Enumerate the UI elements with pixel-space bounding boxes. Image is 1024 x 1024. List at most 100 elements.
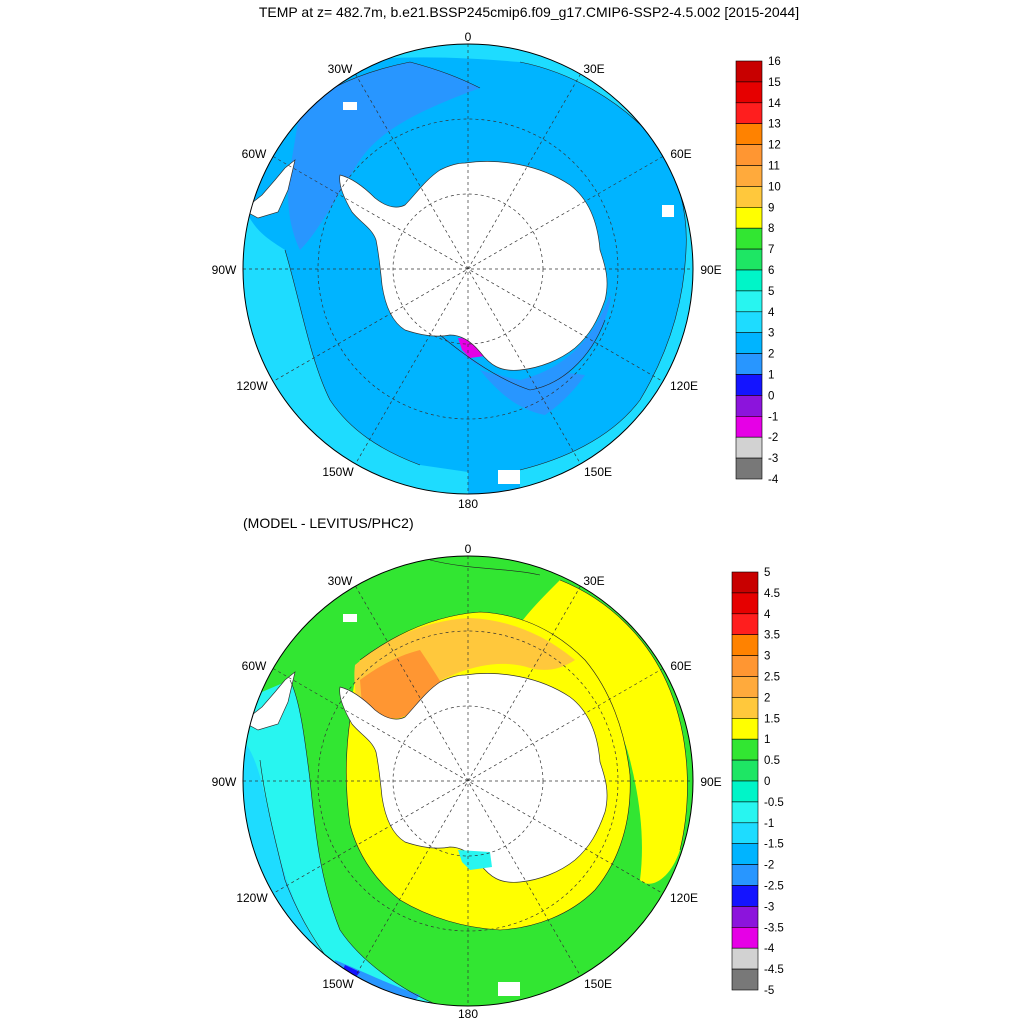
top-colorbar-swatch: [735, 290, 763, 313]
top-colorbar-label: 9: [768, 202, 774, 214]
bottom-colorbar-swatch: [731, 968, 759, 991]
top-colorbar-swatch: [735, 248, 763, 271]
bottom-graticule: [243, 556, 693, 1006]
bottom-colorbar-swatch: [731, 822, 759, 844]
top-colorbar-swatch: [735, 395, 763, 417]
bottom-colorbar-label: 5: [764, 567, 770, 579]
bottom-label-30w: 30W: [328, 574, 353, 588]
top-colorbar-label: 14: [768, 98, 781, 110]
top-island-sw: [498, 470, 520, 484]
bottom-label-90e: 90E: [700, 775, 721, 789]
bottom-colorbar-swatch: [731, 613, 759, 635]
top-colorbar-label: -1: [768, 411, 778, 423]
bottom-label-60w: 60W: [242, 659, 267, 673]
bottom-colorbar-label: 0: [764, 776, 770, 788]
bottom-colorbar-swatch: [731, 864, 759, 886]
top-colorbar-label: -4: [768, 474, 779, 486]
bottom-colorbar-swatch: [731, 906, 759, 928]
bottom-colorbar-swatch: [731, 676, 759, 698]
top-colorbar-label: 16: [768, 56, 781, 68]
bottom-south-america: [243, 671, 296, 731]
top-polar-map: [243, 44, 693, 494]
bottom-colorbar-label: -2.5: [764, 881, 784, 893]
bottom-label-90w: 90W: [212, 775, 237, 789]
bottom-colorbar-label: -3.5: [764, 922, 784, 934]
bottom-polar-map: [243, 556, 693, 1006]
top-colorbar-label: 8: [768, 223, 774, 235]
bottom-colorbar-swatch: [731, 655, 759, 677]
bottom-colorbar-swatch: [731, 885, 759, 907]
top-colorbar-label: 0: [768, 390, 774, 402]
top-label-120e: 120E: [670, 379, 698, 393]
bottom-colorbar-label: -4.5: [764, 964, 784, 976]
top-south-america: [243, 159, 296, 219]
top-label-30e: 30E: [583, 62, 604, 76]
top-colorbar-label: 15: [768, 77, 781, 89]
top-colorbar-swatch: [735, 165, 763, 187]
top-colorbar-swatch: [735, 311, 763, 333]
top-label-150e: 150E: [584, 465, 612, 479]
top-colorbar-label: 5: [768, 286, 774, 298]
top-colorbar-swatch: [735, 123, 763, 145]
bottom-colorbar-swatch: [731, 571, 759, 594]
bottom-colorbar-label: -0.5: [764, 797, 784, 809]
bottom-map-title: (MODEL - LEVITUS/PHC2): [243, 515, 414, 531]
bottom-colorbar-label: -5: [764, 985, 774, 997]
bottom-colorbar-label: -1: [764, 818, 774, 830]
bottom-colorbar-label: 1.5: [764, 713, 780, 725]
top-shelf-deep: [480, 370, 585, 415]
top-island-e: [662, 205, 674, 217]
top-label-60e: 60E: [670, 147, 691, 161]
bottom-label-150w: 150W: [322, 977, 354, 991]
top-colorbar-swatch: [735, 207, 763, 229]
top-colorbar-label: 6: [768, 265, 774, 277]
bottom-island-nw: [343, 614, 357, 622]
bottom-colorbar-swatch: [731, 926, 759, 949]
bottom-island-sw: [498, 982, 520, 996]
top-colorbar-swatch: [735, 102, 763, 125]
top-colorbar-label: 1: [768, 370, 774, 382]
bottom-map-border: [242, 555, 694, 1007]
top-label-150w: 150W: [322, 465, 354, 479]
bottom-colorbar-label: 2: [764, 692, 770, 704]
bottom-colorbar-swatch: [731, 780, 759, 803]
top-label-90w: 90W: [212, 263, 237, 277]
top-colorbar-label: 2: [768, 349, 774, 361]
bottom-colorbar-swatch: [731, 717, 759, 740]
bottom-colorbar-label: -1.5: [764, 839, 784, 851]
top-label-0: 0: [465, 30, 472, 44]
bottom-colorbar-swatch: [731, 947, 759, 970]
top-colorbar-label: 12: [768, 140, 781, 152]
top-colorbar-swatch: [735, 353, 763, 375]
bottom-colorbar-swatch: [731, 759, 759, 782]
top-label-180: 180: [458, 497, 478, 511]
bottom-colorbar-label: 4: [764, 609, 771, 621]
top-colorbar-label: 3: [768, 328, 774, 340]
bottom-label-120e: 120E: [670, 891, 698, 905]
bottom-colorbar-label: 0.5: [764, 755, 780, 767]
top-colorbar-label: 7: [768, 244, 774, 256]
bottom-colorbar-label: 3.5: [764, 630, 780, 642]
top-colorbar-label: 13: [768, 119, 781, 131]
bottom-label-120w: 120W: [236, 891, 268, 905]
bottom-colorbar-swatch: [731, 697, 759, 719]
top-graticule: [243, 44, 693, 494]
top-colorbar-swatch: [735, 374, 763, 396]
bottom-label-0: 0: [465, 542, 472, 556]
bottom-label-30e: 30E: [583, 574, 604, 588]
top-colorbar-swatch: [735, 81, 763, 104]
top-label-120w: 120W: [236, 379, 268, 393]
top-colorbar-label: 4: [768, 307, 775, 319]
top-north-west-band: [288, 62, 480, 250]
bottom-colorbar-label: 4.5: [764, 588, 780, 600]
top-shelf-south: [440, 296, 611, 390]
bottom-colorbar-label: -4: [764, 943, 775, 955]
top-label-30w: 30W: [328, 62, 353, 76]
top-colorbar-label: 10: [768, 181, 781, 193]
top-island-nw: [343, 102, 357, 110]
bottom-colorbar: 5 4.5 4 3.5 3 2.5 2 1.5 1 0.5 0 -0.5 -1 -1.5 -2 -2.5 -3 -…: [731, 567, 784, 997]
bottom-label-150e: 150E: [584, 977, 612, 991]
bottom-colorbar-label: 2.5: [764, 672, 780, 684]
